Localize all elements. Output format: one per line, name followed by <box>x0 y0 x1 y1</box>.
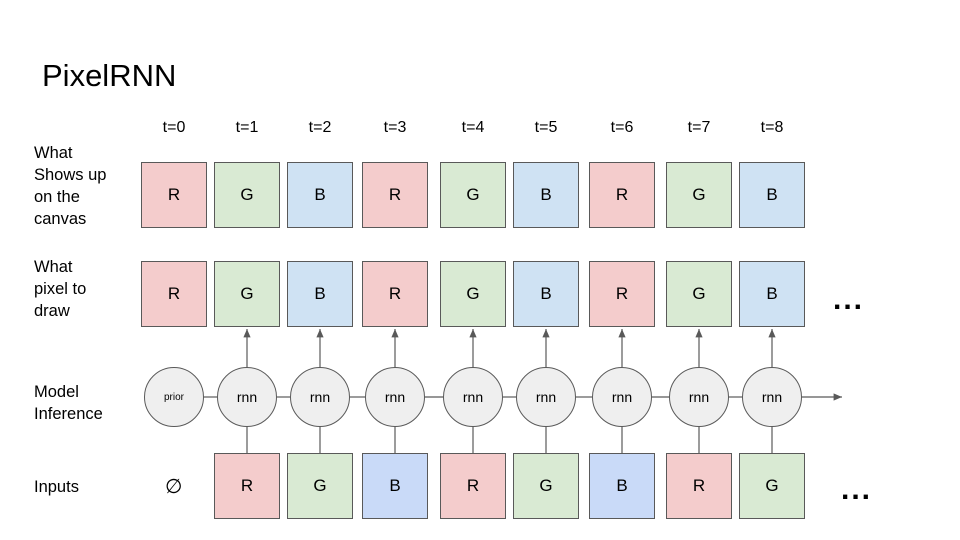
draw-pixel-B: B <box>513 261 579 327</box>
canvas-pixel-G: G <box>666 162 732 228</box>
canvas-pixel-R: R <box>141 162 207 228</box>
page-title: PixelRNN <box>42 58 177 93</box>
canvas-pixel-R: R <box>362 162 428 228</box>
timestep-label: t=0 <box>162 119 186 136</box>
rnn-node: rnn <box>742 367 802 427</box>
canvas-pixel-B: B <box>287 162 353 228</box>
row-label-canvas: What Shows up on the canvas <box>34 144 107 228</box>
rnn-node: rnn <box>290 367 350 427</box>
row-label-model: Model Inference <box>34 383 103 423</box>
draw-pixel-G: G <box>214 261 280 327</box>
canvas-pixel-G: G <box>214 162 280 228</box>
timestep-label: t=5 <box>534 119 558 136</box>
canvas-pixel-G: G <box>440 162 506 228</box>
ellipsis-inputs: ... <box>841 473 873 506</box>
prior-node: prior <box>144 367 204 427</box>
canvas-pixel-B: B <box>739 162 805 228</box>
timestep-label: t=1 <box>235 119 259 136</box>
timestep-label: t=8 <box>760 119 784 136</box>
input-pixel-G: G <box>739 453 805 519</box>
input-pixel-G: G <box>287 453 353 519</box>
draw-pixel-B: B <box>739 261 805 327</box>
rnn-node: rnn <box>669 367 729 427</box>
timestep-label: t=2 <box>308 119 332 136</box>
ellipsis-draw: ... <box>833 283 865 316</box>
input-pixel-B: B <box>362 453 428 519</box>
input-pixel-R: R <box>440 453 506 519</box>
input-pixel-B: B <box>589 453 655 519</box>
row-label-inputs: Inputs <box>34 478 79 496</box>
draw-pixel-G: G <box>666 261 732 327</box>
draw-pixel-R: R <box>589 261 655 327</box>
draw-pixel-B: B <box>287 261 353 327</box>
timestep-label: t=3 <box>383 119 407 136</box>
timestep-label: t=4 <box>461 119 485 136</box>
rnn-node: rnn <box>516 367 576 427</box>
empty-set-symbol: ∅ <box>165 476 183 498</box>
draw-pixel-R: R <box>362 261 428 327</box>
rnn-node: rnn <box>217 367 277 427</box>
rnn-node: rnn <box>592 367 652 427</box>
input-pixel-R: R <box>666 453 732 519</box>
rnn-node: rnn <box>365 367 425 427</box>
timestep-label: t=7 <box>687 119 711 136</box>
input-pixel-R: R <box>214 453 280 519</box>
rnn-node: rnn <box>443 367 503 427</box>
draw-pixel-R: R <box>141 261 207 327</box>
canvas-pixel-R: R <box>589 162 655 228</box>
canvas-pixel-B: B <box>513 162 579 228</box>
draw-pixel-G: G <box>440 261 506 327</box>
timestep-label: t=6 <box>610 119 634 136</box>
input-pixel-G: G <box>513 453 579 519</box>
row-label-draw: What pixel to draw <box>34 258 87 320</box>
